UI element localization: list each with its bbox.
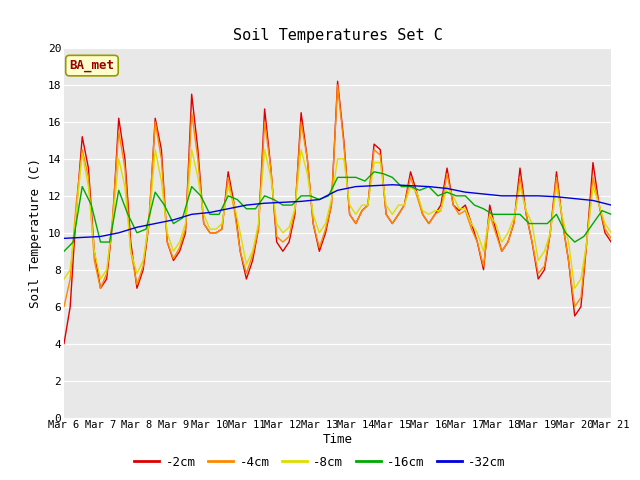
X-axis label: Time: Time bbox=[323, 433, 353, 446]
Text: BA_met: BA_met bbox=[70, 59, 115, 72]
Legend: -2cm, -4cm, -8cm, -16cm, -32cm: -2cm, -4cm, -8cm, -16cm, -32cm bbox=[129, 451, 511, 474]
Y-axis label: Soil Temperature (C): Soil Temperature (C) bbox=[29, 158, 42, 308]
Title: Soil Temperatures Set C: Soil Temperatures Set C bbox=[233, 28, 442, 43]
